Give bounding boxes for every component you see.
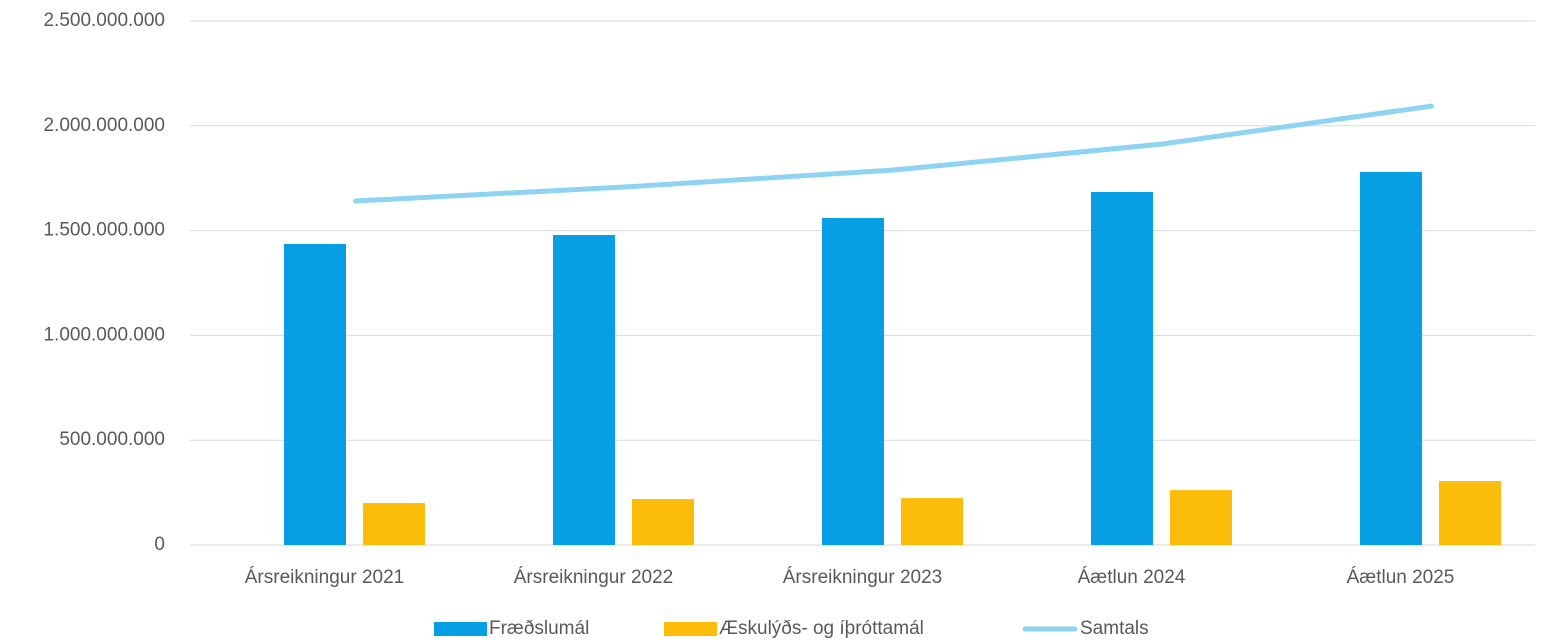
bar [1170, 490, 1232, 545]
legend-label: Æskulýðs- og íþróttamál [719, 618, 924, 639]
bar [363, 503, 425, 545]
bar [1360, 171, 1422, 546]
bar [284, 244, 346, 545]
legend-swatch [664, 622, 717, 636]
x-tick-label: Ársreikningur 2022 [514, 567, 673, 588]
legend-label: Fræðslumál [489, 618, 589, 639]
y-tick-label: 2.000.000.000 [43, 115, 165, 136]
bar [553, 235, 615, 546]
y-tick-label: 1.500.000.000 [43, 220, 165, 241]
x-tick-label: Áætlun 2024 [1078, 567, 1186, 588]
bar [1091, 192, 1153, 545]
y-tick-label: 500.000.000 [59, 429, 165, 450]
bar [822, 218, 884, 546]
x-tick-label: Ársreikningur 2021 [245, 567, 404, 588]
legend-swatch [434, 622, 487, 636]
legend-label: Samtals [1080, 618, 1149, 639]
line-series [353, 103, 1434, 204]
y-tick-label: 2.500.000.000 [43, 10, 165, 31]
y-tick-label: 0 [154, 534, 165, 555]
bar [901, 498, 963, 545]
x-tick-label: Áætlun 2025 [1347, 567, 1455, 588]
bar [632, 499, 694, 545]
y-tick-label: 1.000.000.000 [43, 324, 165, 345]
x-tick-label: Ársreikningur 2023 [783, 567, 942, 588]
bar [1439, 481, 1501, 545]
